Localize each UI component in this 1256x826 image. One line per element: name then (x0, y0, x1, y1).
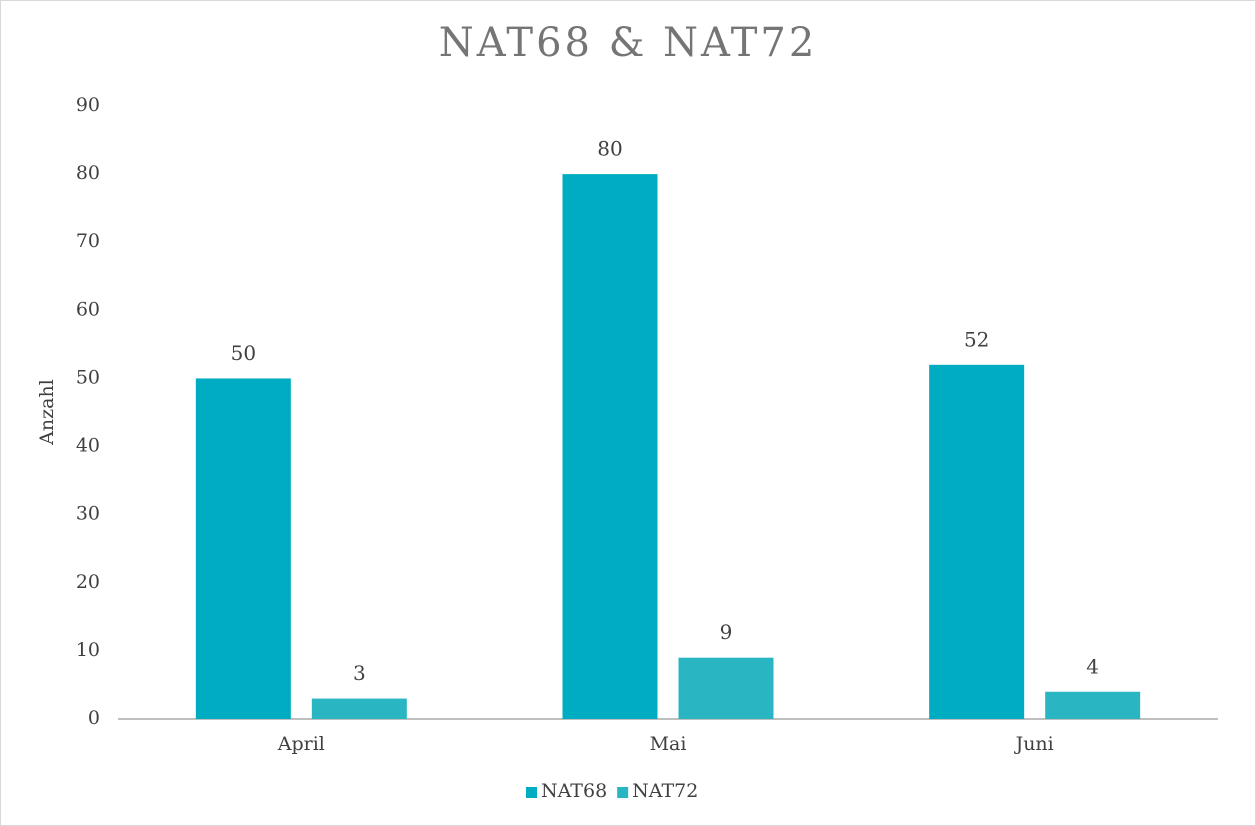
data-label: 4 (1086, 654, 1099, 678)
bar (678, 657, 774, 719)
y-tick-label: 30 (76, 503, 100, 525)
bar (929, 364, 1025, 719)
legend-label: NAT72 (632, 780, 698, 802)
bar (562, 174, 658, 720)
data-label: 9 (720, 620, 733, 644)
x-tick-label: April (277, 733, 325, 755)
y-axis-label: Anzahl (36, 379, 58, 446)
y-tick-label: 10 (76, 639, 100, 661)
data-label: 3 (353, 661, 366, 685)
y-tick-label: 90 (76, 94, 100, 116)
legend-swatch (526, 787, 537, 798)
y-tick-label: 80 (76, 162, 100, 184)
y-tick-label: 20 (76, 571, 100, 593)
data-label: 52 (964, 327, 989, 351)
x-tick-label: Juni (1014, 733, 1054, 755)
y-tick-label: 40 (76, 435, 100, 457)
y-tick-label: 50 (76, 366, 100, 388)
y-tick-label: 0 (88, 707, 100, 729)
y-tick-label: 70 (76, 230, 100, 252)
chart-title: NAT68 & NAT72 (439, 20, 818, 66)
y-tick-label: 60 (76, 298, 100, 320)
bar (311, 698, 407, 719)
data-label: 80 (597, 137, 622, 161)
legend-swatch (617, 787, 629, 798)
bar (195, 378, 291, 719)
x-tick-label: Mai (650, 733, 687, 755)
bar (1045, 691, 1141, 719)
data-label: 50 (231, 341, 256, 365)
legend-label: NAT68 (541, 780, 607, 802)
